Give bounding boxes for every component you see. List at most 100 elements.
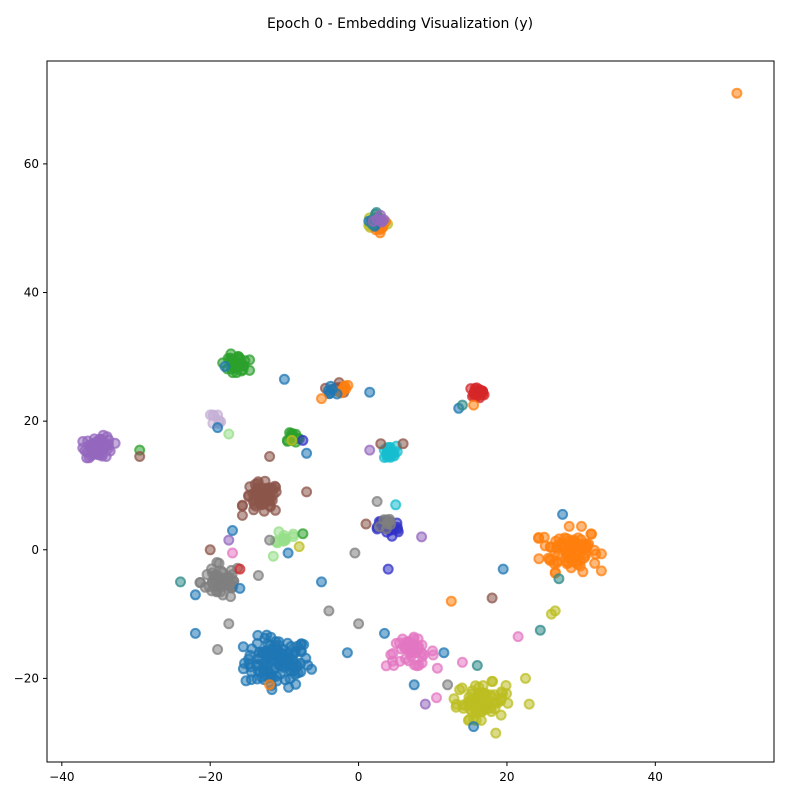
data-point-cluster-1 xyxy=(563,520,575,532)
data-point-cluster-2 xyxy=(454,684,466,696)
data-point xyxy=(223,618,235,630)
data-point-cluster-7 xyxy=(244,354,256,366)
data-point xyxy=(534,624,546,636)
data-point xyxy=(520,672,531,684)
data-point-cluster-1 xyxy=(595,565,607,577)
data-point xyxy=(293,541,305,553)
data-point-cluster-1 xyxy=(590,548,602,560)
data-point-cluster-8 xyxy=(472,385,484,397)
data-point xyxy=(486,592,498,604)
data-point-cluster-0 xyxy=(273,659,285,671)
data-point xyxy=(490,727,502,739)
data-point xyxy=(497,563,509,575)
chart-title: Epoch 0 - Embedding Visualization (y) xyxy=(267,16,533,32)
data-point-cluster-5 xyxy=(258,482,270,494)
data-point xyxy=(408,679,420,691)
data-point xyxy=(364,444,376,456)
data-point xyxy=(204,544,216,556)
data-point-cluster-0 xyxy=(281,657,293,669)
data-point-cluster-4 xyxy=(225,591,237,603)
data-point-cluster-0 xyxy=(245,674,257,686)
data-point xyxy=(419,698,431,710)
data-point-cluster-0 xyxy=(243,653,255,665)
x-tick-label: −40 xyxy=(49,770,74,784)
data-point-cluster-1 xyxy=(585,528,597,540)
data-point-cluster-2 xyxy=(451,698,462,710)
data-point-cluster-1 xyxy=(576,520,587,532)
data-point-cluster-6 xyxy=(83,452,95,464)
data-point xyxy=(223,534,235,546)
data-point-cluster-19 xyxy=(287,528,299,540)
data-point xyxy=(557,508,569,520)
data-point xyxy=(553,573,565,585)
data-point-cluster-5 xyxy=(236,500,248,512)
data-point xyxy=(278,373,290,385)
data-point xyxy=(438,647,450,659)
data-point-cluster-6 xyxy=(93,439,105,450)
data-point-cluster-5 xyxy=(248,498,260,510)
data-point-cluster-1 xyxy=(562,544,574,556)
y-tick-label: 0 xyxy=(31,543,39,557)
data-point xyxy=(282,547,294,559)
data-point xyxy=(227,525,238,536)
data-point-cluster-3 xyxy=(387,655,398,667)
data-point-cluster-2 xyxy=(487,676,499,687)
data-point-cluster-3 xyxy=(411,660,423,672)
y-tick-label: 20 xyxy=(24,414,39,428)
plot-area-frame xyxy=(46,60,775,763)
data-point xyxy=(175,576,186,588)
data-point-cluster-1 xyxy=(551,542,563,554)
data-point xyxy=(267,550,279,562)
y-tick-label: −20 xyxy=(14,671,39,685)
data-point-cluster-0 xyxy=(295,645,307,657)
data-point xyxy=(456,399,468,411)
data-point xyxy=(252,570,264,581)
data-point-cluster-3 xyxy=(401,642,412,654)
data-point-cluster-4 xyxy=(213,557,225,569)
points-layer xyxy=(77,87,743,739)
data-point xyxy=(390,499,402,511)
data-point-cluster-0 xyxy=(302,659,314,671)
data-point-cluster-0 xyxy=(258,661,270,673)
data-point xyxy=(212,422,224,434)
data-point xyxy=(382,563,394,575)
data-point-cluster-4 xyxy=(206,563,218,575)
data-point xyxy=(301,486,313,498)
data-point-cluster-4 xyxy=(215,572,227,584)
data-point xyxy=(264,679,276,691)
data-point xyxy=(431,692,442,704)
data-point-cluster-15 xyxy=(378,214,390,226)
data-point xyxy=(286,434,298,446)
data-point xyxy=(341,647,353,659)
data-point-cluster-0 xyxy=(291,660,303,672)
data-point-cluster-3 xyxy=(431,662,443,674)
data-point xyxy=(349,547,361,559)
data-point-cluster-3 xyxy=(400,653,411,665)
data-point xyxy=(360,518,372,530)
data-point-cluster-2 xyxy=(495,694,507,706)
data-point xyxy=(234,582,246,594)
data-point-cluster-0 xyxy=(272,639,284,651)
x-tick-label: 0 xyxy=(355,770,363,784)
y-tick-label: 60 xyxy=(24,157,39,171)
y-tick-label: 40 xyxy=(24,286,39,300)
data-point-cluster-1 xyxy=(542,552,554,564)
data-point-cluster-0 xyxy=(246,643,258,655)
data-point xyxy=(316,393,327,405)
data-point xyxy=(219,361,231,372)
data-point-cluster-19 xyxy=(278,532,290,544)
data-point xyxy=(297,528,309,540)
data-point xyxy=(316,576,327,588)
data-point-cluster-5 xyxy=(254,492,266,504)
data-point-cluster-9 xyxy=(384,445,396,457)
data-point-cluster-22 xyxy=(378,514,390,526)
data-point xyxy=(379,627,390,639)
data-point xyxy=(375,438,387,450)
data-point xyxy=(234,563,246,575)
data-point-cluster-2 xyxy=(465,699,477,711)
data-point-cluster-3 xyxy=(427,645,438,657)
data-point xyxy=(445,595,457,607)
data-point xyxy=(416,531,428,543)
data-point-cluster-1 xyxy=(533,553,545,565)
